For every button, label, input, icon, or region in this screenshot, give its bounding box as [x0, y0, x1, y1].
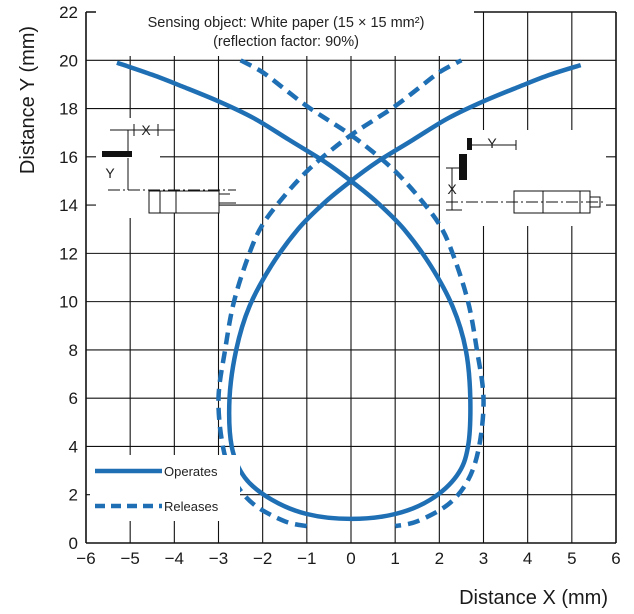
y-tick-label: 2 [69, 486, 78, 505]
y-tick-label: 22 [59, 3, 78, 22]
x-tick-label: 3 [479, 549, 488, 568]
series-line-releases [239, 58, 486, 529]
right-diagram-y-label: Y [487, 135, 497, 151]
y-tick-label: 6 [69, 389, 78, 408]
annotation-line-1: Sensing object: White paper (15 × 15 mm²… [148, 15, 425, 31]
x-tick-label: −4 [165, 549, 184, 568]
y-tick-label: 12 [59, 244, 78, 263]
x-tick-label: −3 [209, 549, 228, 568]
left-sensor-diagram: X Y [96, 118, 236, 218]
series-lines [116, 58, 582, 529]
x-tick-label: 2 [435, 549, 444, 568]
left-diagram-y-label: Y [105, 165, 115, 181]
left-diagram-x-label: X [141, 122, 151, 138]
x-tick-label: −6 [76, 549, 95, 568]
x-tick-label: 4 [523, 549, 532, 568]
y-tick-label: 8 [69, 341, 78, 360]
x-tick-label: −5 [120, 549, 139, 568]
x-tick-label: 1 [390, 549, 399, 568]
y-tick-label: 20 [59, 51, 78, 70]
right-diagram-x-label: X [447, 181, 457, 197]
annotation-box [96, 10, 474, 56]
legend-releases-label: Releases [164, 499, 219, 514]
series-line-operates [116, 60, 582, 522]
right-sensor-diagram: Y X [440, 130, 606, 226]
legend: Operates Releases [90, 455, 240, 521]
y-tick-label: 16 [59, 148, 78, 167]
y-tick-label: 4 [69, 437, 78, 456]
x-tick-label: 5 [567, 549, 576, 568]
y-tick-label: 0 [69, 534, 78, 553]
y-tick-label: 14 [59, 196, 78, 215]
y-tick-label: 10 [59, 293, 78, 312]
x-tick-label: −2 [253, 549, 272, 568]
x-tick-label: 0 [346, 549, 355, 568]
y-tick-label: 18 [59, 100, 78, 119]
x-axis-title: Distance X (mm) [459, 587, 608, 609]
legend-operates-label: Operates [164, 464, 218, 479]
x-tick-label: 6 [611, 549, 620, 568]
series-line-releases [216, 58, 463, 529]
annotation-line-2: (reflection factor: 90%) [213, 34, 359, 50]
x-tick-label: −1 [297, 549, 316, 568]
y-axis-title: Distance Y (mm) [17, 26, 39, 174]
